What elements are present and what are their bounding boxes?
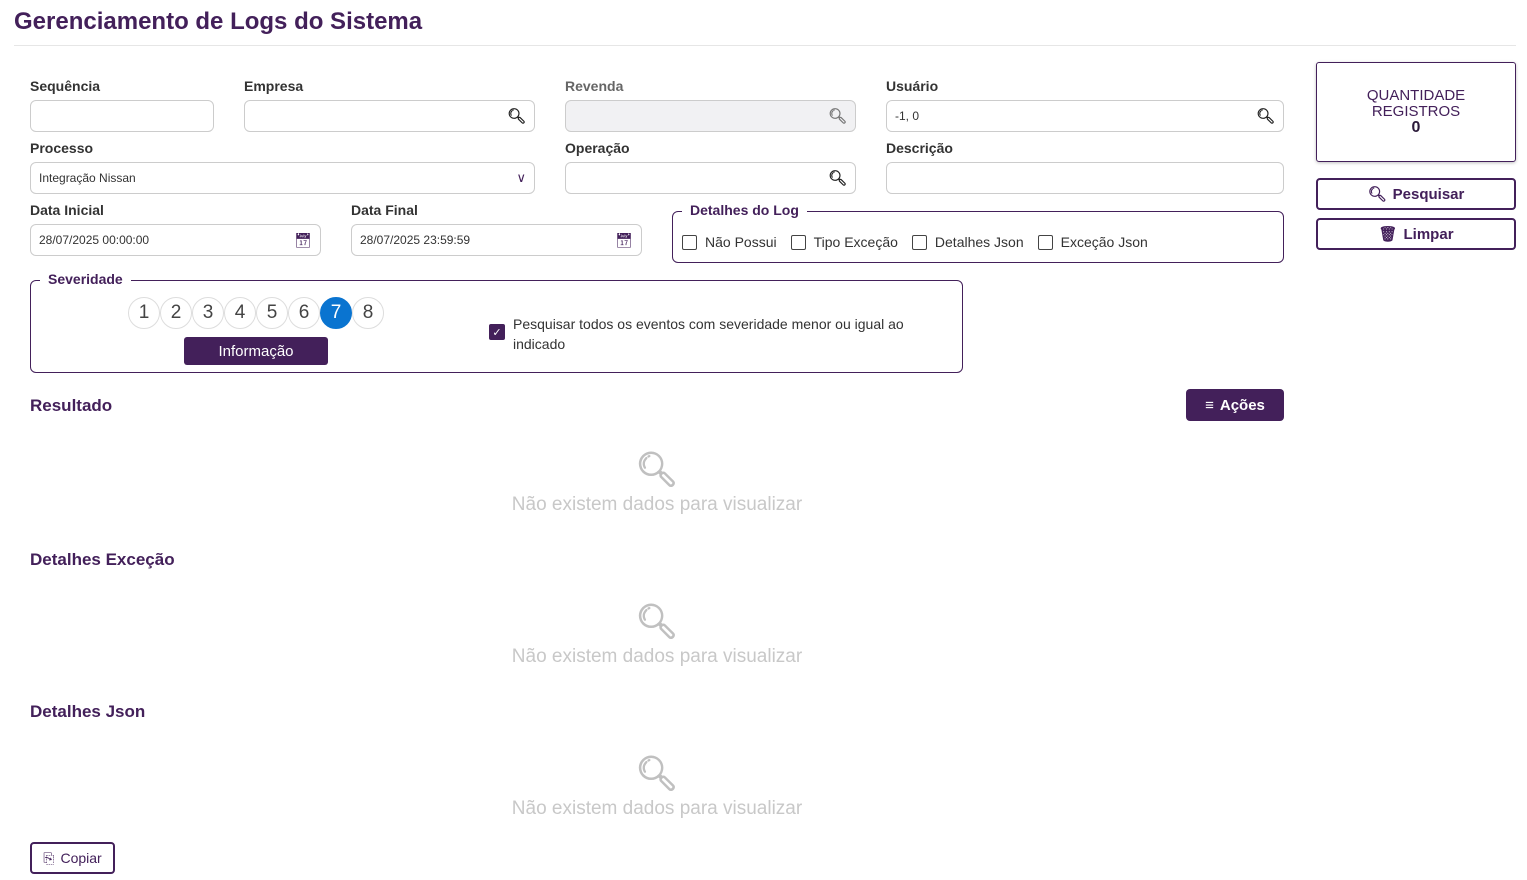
checkbox-box[interactable]: [1037, 234, 1053, 250]
revenda-label: Revenda: [565, 78, 624, 94]
trash-icon: 🗑︎: [1378, 226, 1398, 243]
pesquisar-button[interactable]: 🔍︎ Pesquisar: [1316, 178, 1516, 210]
excecao-empty: 🔍︎ Não existem dados para visualizar: [440, 602, 874, 668]
severidade-legend: Severidade: [40, 271, 131, 287]
processo-label: Processo: [30, 140, 94, 156]
detalhes-json-heading: Detalhes Json: [30, 702, 146, 721]
chevron-down-icon: ∨: [516, 170, 526, 185]
resultado-heading: Resultado: [30, 396, 113, 415]
data-final-input[interactable]: 28/07/2025 23:59:59 📅︎: [351, 224, 642, 256]
divider: [14, 45, 1516, 46]
severity-2[interactable]: 2: [160, 297, 192, 329]
copy-icon: ⎘: [43, 849, 55, 866]
severity-3[interactable]: 3: [192, 297, 224, 329]
menu-icon: ≡: [1205, 396, 1214, 414]
limpar-label: Limpar: [1403, 225, 1454, 243]
usuario-input[interactable]: -1, 0 🔍︎: [886, 100, 1284, 132]
copiar-label: Copiar: [60, 850, 102, 866]
checkbox-excecao-json[interactable]: Exceção Json: [1037, 234, 1148, 250]
severity-checkbox-label: Pesquisar todos os eventos com severidad…: [513, 316, 904, 352]
json-empty: 🔍︎ Não existem dados para visualizar: [440, 754, 874, 820]
search-icon: 🔍︎: [635, 603, 679, 641]
processo-value: Integração Nissan: [39, 171, 136, 185]
descricao-input[interactable]: [886, 162, 1284, 194]
checkbox-nao-possui[interactable]: Não Possui: [682, 234, 777, 250]
empty-text: Não existem dados para visualizar: [511, 646, 803, 667]
severity-1[interactable]: 1: [128, 297, 160, 329]
severity-7[interactable]: 7: [320, 297, 352, 329]
count-value: 0: [1411, 119, 1421, 136]
limpar-button[interactable]: 🗑︎ Limpar: [1316, 218, 1516, 250]
checkbox-box[interactable]: [911, 234, 927, 250]
data-inicial-input[interactable]: 28/07/2025 00:00:00 📅︎: [30, 224, 321, 256]
copiar-button[interactable]: ⎘ Copiar: [30, 842, 115, 874]
count-label-1: QUANTIDADE: [1366, 87, 1466, 104]
check-icon[interactable]: ✓: [489, 324, 505, 340]
processo-select[interactable]: Integração Nissan ∨: [30, 162, 535, 194]
detalhes-log-legend: Detalhes do Log: [682, 202, 807, 218]
empresa-input[interactable]: 🔍︎: [244, 100, 535, 132]
search-icon: 🔍︎: [827, 108, 847, 125]
detalhes-log-group: Detalhes do Log Não Possui Tipo Exceção …: [672, 202, 1284, 263]
search-icon[interactable]: 🔍︎: [506, 108, 526, 125]
severity-label-badge: Informação: [184, 337, 328, 365]
descricao-label: Descrição: [886, 140, 953, 156]
checkbox-label: Exceção Json: [1060, 234, 1148, 250]
severity-8[interactable]: 8: [352, 297, 384, 329]
sequencia-label: Sequência: [30, 78, 101, 94]
data-final-value: 28/07/2025 23:59:59: [360, 233, 471, 247]
sequencia-input[interactable]: [30, 100, 214, 132]
search-icon[interactable]: 🔍︎: [827, 170, 847, 187]
checkbox-box[interactable]: [682, 234, 697, 250]
search-icon: 🔍︎: [635, 755, 679, 793]
resultado-empty: 🔍︎ Não existem dados para visualizar: [440, 450, 874, 516]
checkbox-box[interactable]: [790, 234, 806, 250]
search-icon[interactable]: 🔍︎: [1255, 108, 1275, 125]
severity-checkbox[interactable]: ✓ Pesquisar todos os eventos com severid…: [489, 314, 929, 354]
checkbox-label: Tipo Exceção: [813, 234, 898, 250]
severidade-group: Severidade 1 2 3 4 5 6 7 8 Informação ✓ …: [30, 271, 963, 373]
empty-text: Não existem dados para visualizar: [511, 494, 803, 515]
search-icon: 🔍︎: [635, 451, 679, 489]
checkbox-label: Detalhes Json: [934, 234, 1024, 250]
pesquisar-label: Pesquisar: [1392, 185, 1465, 203]
calendar-icon[interactable]: 📅︎: [615, 231, 633, 248]
checkbox-detalhes-json[interactable]: Detalhes Json: [911, 234, 1024, 250]
acoes-label: Ações: [1219, 396, 1265, 414]
severity-6[interactable]: 6: [288, 297, 320, 329]
data-final-label: Data Final: [351, 202, 418, 218]
detalhes-excecao-heading: Detalhes Exceção: [30, 550, 175, 569]
calendar-icon[interactable]: 📅︎: [294, 231, 312, 248]
record-count-card: QUANTIDADE REGISTROS 0: [1316, 62, 1516, 162]
severity-4[interactable]: 4: [224, 297, 256, 329]
severity-5[interactable]: 5: [256, 297, 288, 329]
acoes-button[interactable]: ≡ Ações: [1186, 389, 1284, 421]
operacao-input[interactable]: 🔍︎: [565, 162, 856, 194]
data-inicial-label: Data Inicial: [30, 202, 104, 218]
severity-scale: 1 2 3 4 5 6 7 8: [128, 297, 384, 329]
search-icon: 🔍︎: [1367, 186, 1387, 203]
empresa-label: Empresa: [244, 78, 304, 94]
checkbox-label: Não Possui: [705, 234, 777, 250]
operacao-label: Operação: [565, 140, 630, 156]
usuario-value: -1, 0: [895, 109, 920, 123]
revenda-input: 🔍︎: [565, 100, 856, 132]
count-label-2: REGISTROS: [1371, 103, 1461, 120]
data-inicial-value: 28/07/2025 00:00:00: [39, 233, 150, 247]
empty-text: Não existem dados para visualizar: [511, 798, 803, 819]
checkbox-tipo-excecao[interactable]: Tipo Exceção: [790, 234, 898, 250]
page-title: Gerenciamento de Logs do Sistema: [14, 8, 423, 35]
usuario-label: Usuário: [886, 78, 939, 94]
